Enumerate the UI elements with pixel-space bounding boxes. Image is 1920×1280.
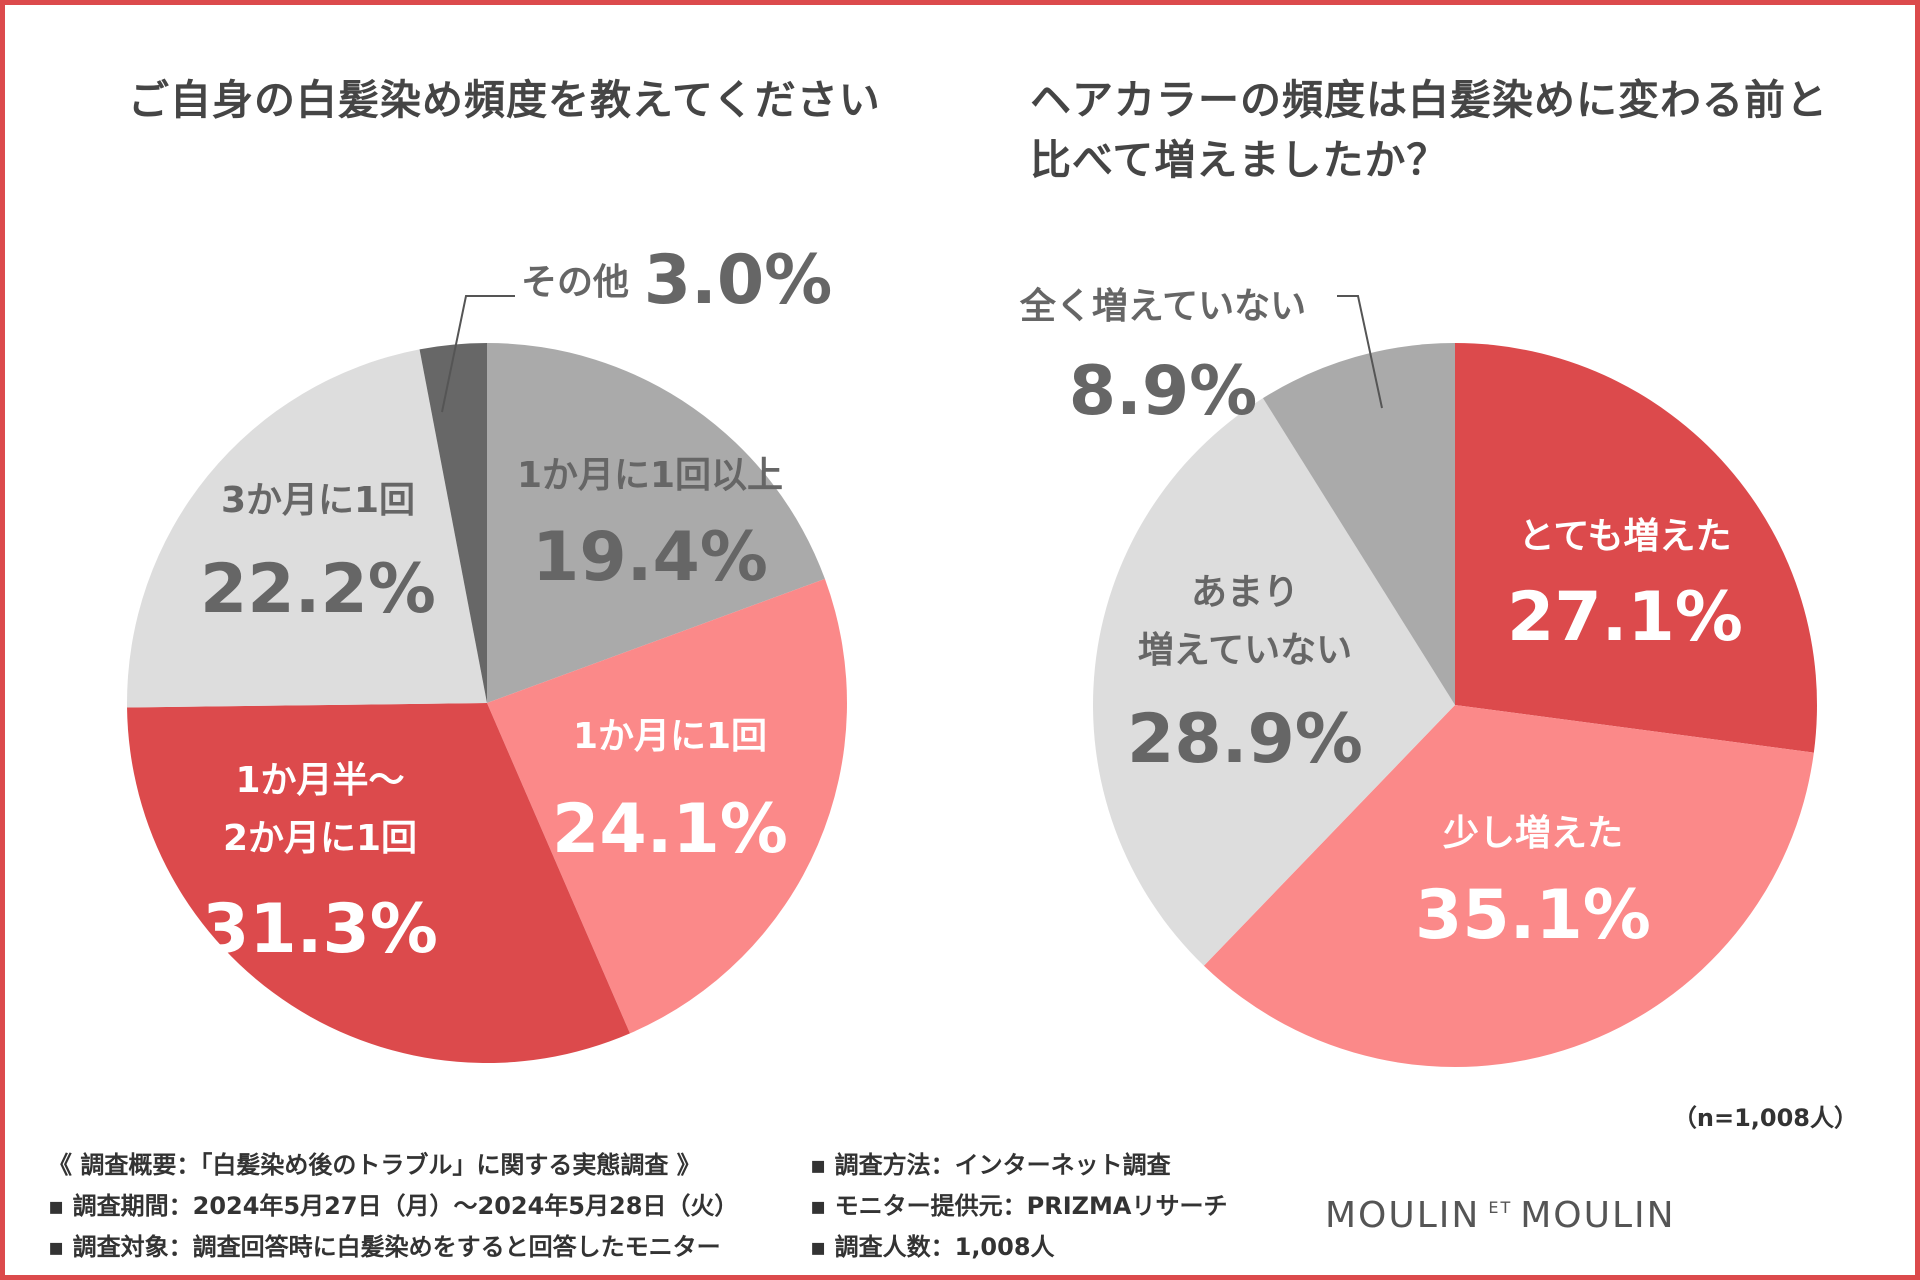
survey-note: ▪ 調査期間：2024年5月27日（月）〜2024年5月28日（火）	[48, 1192, 739, 1220]
slice-label: 1か月に1回	[573, 716, 767, 757]
slice-value: 8.9%	[1069, 352, 1258, 431]
survey-note: ▪ モニター提供元：PRIZMAリサーチ	[810, 1192, 1228, 1220]
survey-note: ▪ 調査人数：1,008人	[810, 1233, 1055, 1261]
survey-note: ▪ 調査方法：インターネット調査	[810, 1151, 1171, 1179]
left-chart-title: ご自身の白髪染め頻度を教えてください	[128, 76, 881, 124]
right-chart-title: ヘアカラーの頻度は白髪染めに変わる前と比べて増えましたか？	[1030, 76, 1828, 184]
pie-slice	[127, 349, 488, 708]
slice-label: 1か月半〜	[235, 760, 404, 801]
slice-label: 3か月に1回	[221, 480, 415, 521]
slice-value: 19.4%	[532, 518, 768, 597]
slice-value: 24.1%	[552, 790, 788, 869]
survey-notes-right: ▪ 調査方法：インターネット調査 ▪ モニター提供元：PRIZMAリサーチ ▪ …	[810, 1145, 1227, 1268]
slice-label: その他	[521, 262, 629, 303]
slice-label: とても増えた	[1518, 516, 1731, 557]
pie-slice	[419, 343, 487, 703]
pie-slice	[1262, 342, 1455, 705]
slice-value: 22.2%	[200, 550, 436, 629]
brand-logo: MOULIN ET MOULIN	[1325, 1190, 1845, 1240]
slice-label: 増えていない	[1138, 630, 1352, 671]
logo-word: MOULIN	[1325, 1194, 1481, 1236]
pie-slice	[1203, 705, 1814, 1067]
slice-value: 35.1%	[1415, 876, 1651, 955]
survey-notes-left: 《 調査概要：「白髪染め後のトラブル」に関する実態調査 》 ▪ 調査期間：202…	[48, 1145, 738, 1268]
survey-note: 《 調査概要：「白髪染め後のトラブル」に関する実態調査 》	[48, 1151, 701, 1179]
slice-label: 全く増えていない	[1019, 285, 1306, 327]
survey-note: ▪ 調査対象：調査回答時に白髪染めをすると回答したモニター	[48, 1233, 721, 1261]
slice-value: 28.9%	[1127, 700, 1363, 779]
pie-slice	[487, 343, 825, 703]
logo-et: ET	[1488, 1197, 1513, 1217]
sample-size: （n=1,008人）	[1672, 1104, 1858, 1132]
leader-line	[1337, 295, 1383, 409]
slice-value: 31.3%	[202, 890, 438, 969]
slice-label: 2か月に1回	[223, 818, 417, 859]
pie-slice	[1455, 343, 1817, 753]
slice-value: 27.1%	[1507, 578, 1743, 657]
logo-word: MOULIN	[1520, 1194, 1676, 1236]
slice-label: 少し増えた	[1443, 813, 1623, 854]
slice-label: 1か月に1回以上	[517, 455, 783, 496]
slice-value: 3.0%	[644, 241, 833, 320]
pie-slice	[1093, 398, 1455, 966]
pie-slice	[487, 578, 847, 1034]
pie-slice	[127, 703, 630, 1063]
slice-label: あまり	[1191, 572, 1299, 613]
leader-line	[441, 295, 515, 413]
